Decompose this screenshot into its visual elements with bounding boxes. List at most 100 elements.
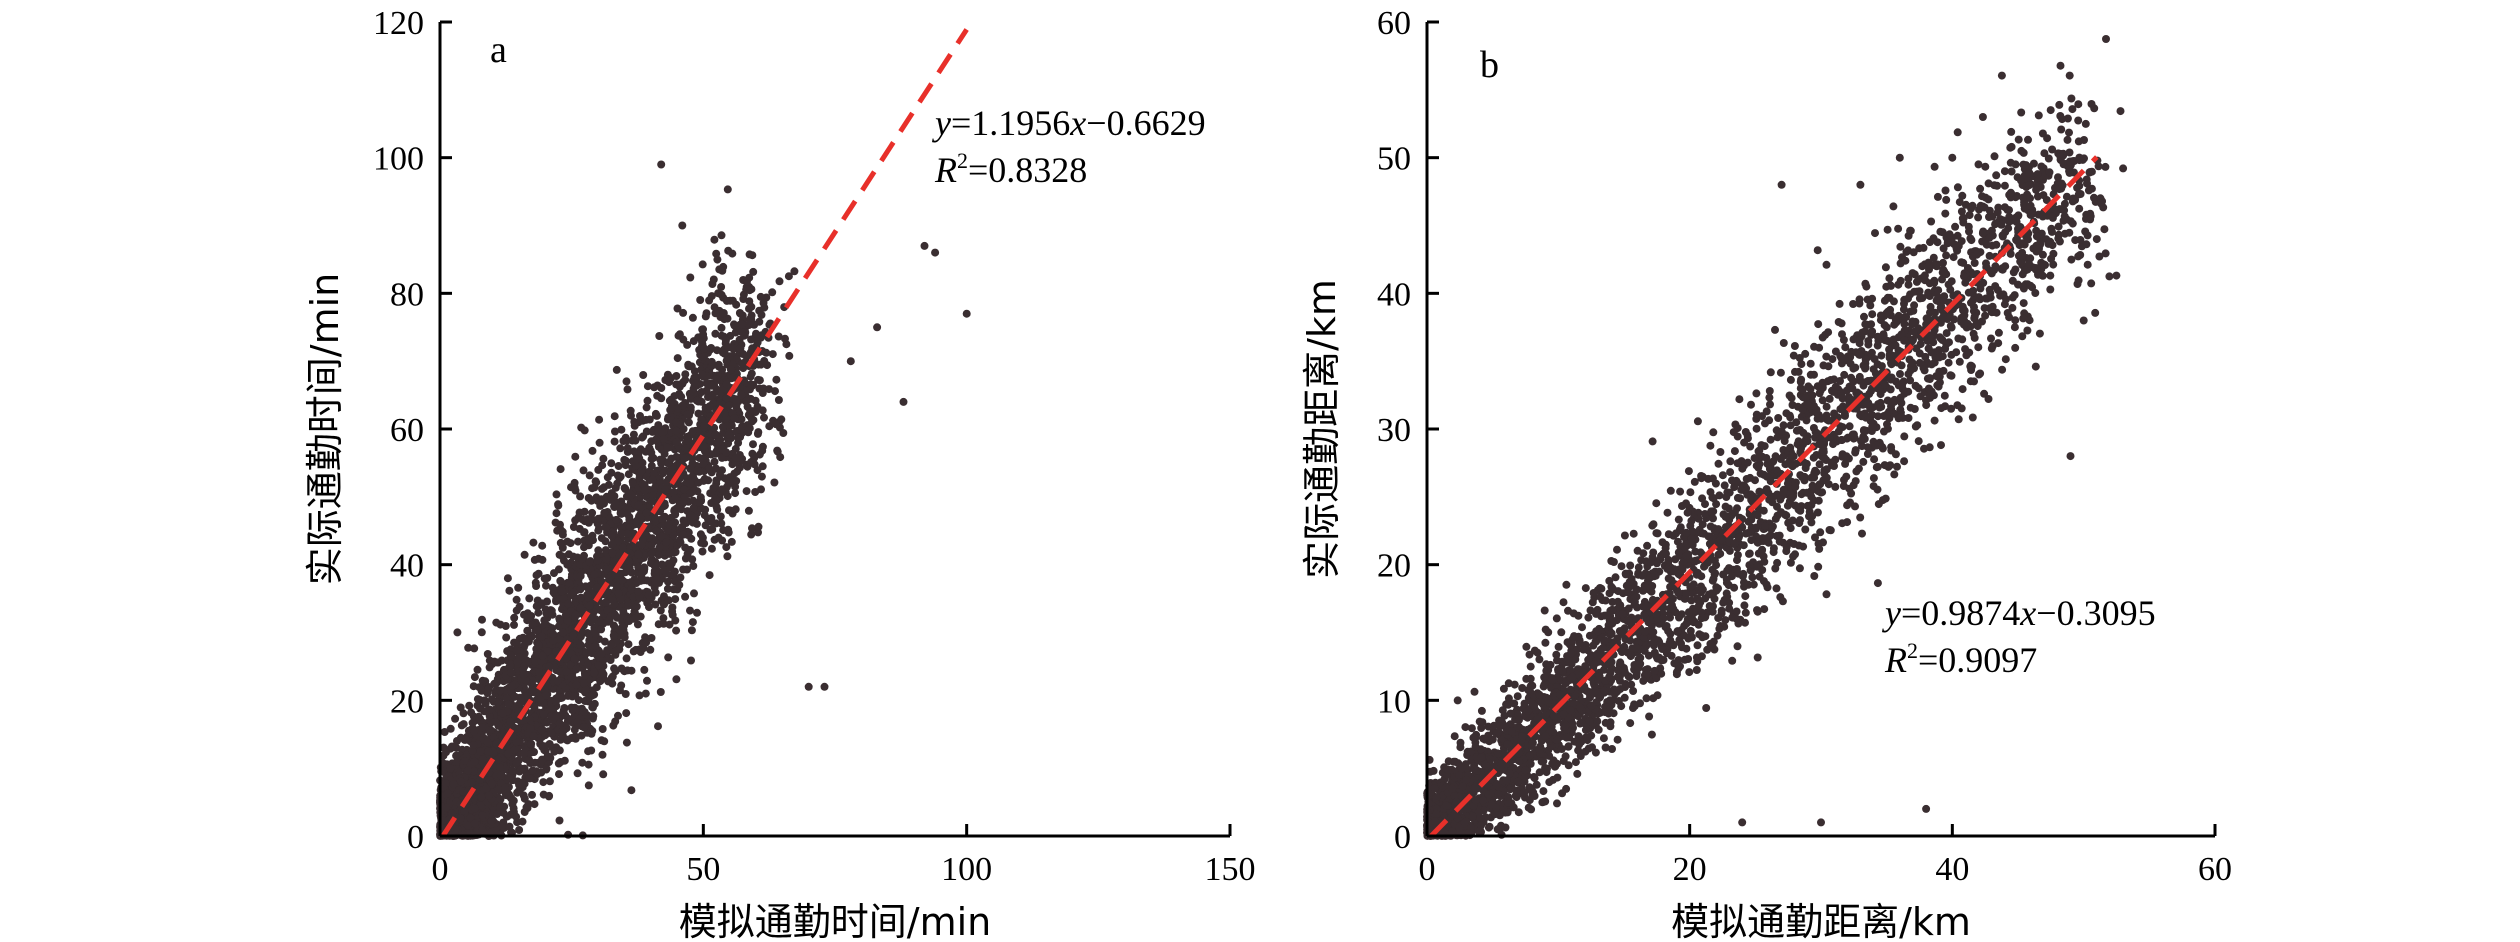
panel-a-point bbox=[637, 467, 646, 476]
panel-a-point bbox=[483, 650, 492, 658]
panel-a-point bbox=[661, 486, 669, 495]
panel-a-point bbox=[614, 462, 623, 470]
panel-a-outlier-point bbox=[873, 323, 882, 332]
panel-a-point bbox=[729, 344, 738, 353]
panel-a-point bbox=[478, 826, 487, 835]
panel-a-point bbox=[594, 661, 603, 670]
panel-a-point bbox=[728, 249, 737, 258]
panel-a-point bbox=[676, 573, 685, 582]
panel-a-point bbox=[632, 602, 641, 611]
panel-a-point bbox=[677, 392, 686, 401]
panel-a-y-tick-label: 40 bbox=[390, 548, 424, 585]
panel-a-point bbox=[607, 459, 616, 468]
panel-a-point bbox=[528, 766, 537, 775]
panel-a-point bbox=[726, 365, 735, 374]
panel-a-point bbox=[651, 600, 660, 609]
panel-a-point bbox=[723, 552, 732, 561]
panel-a-point bbox=[560, 704, 569, 713]
panel-a-point bbox=[537, 726, 546, 735]
panel-a-point bbox=[619, 607, 628, 616]
panel-a-point bbox=[722, 356, 731, 365]
panel-a-point bbox=[738, 359, 747, 368]
panel-a-point bbox=[496, 795, 505, 804]
panel-a-point bbox=[745, 286, 754, 295]
panel-b-point bbox=[2065, 128, 2073, 137]
panel-a-point bbox=[756, 292, 765, 301]
panel-a-point bbox=[690, 589, 698, 598]
panel-a-point bbox=[583, 591, 592, 600]
panel-a-point bbox=[456, 814, 465, 823]
panel-a-point bbox=[708, 280, 717, 288]
panel-a-point bbox=[563, 560, 572, 569]
panel-a-point bbox=[731, 453, 740, 462]
panel-a-point bbox=[707, 357, 716, 366]
panel-a-point bbox=[525, 594, 534, 603]
panel-a-point bbox=[570, 654, 579, 663]
panel-a-point bbox=[707, 517, 716, 526]
panel-a-point bbox=[515, 826, 524, 834]
panel-a-point bbox=[663, 584, 672, 593]
panel-a-point bbox=[596, 497, 605, 505]
panel-a-point bbox=[478, 615, 486, 624]
panel-a-point bbox=[652, 411, 661, 420]
panel-a-point bbox=[591, 641, 600, 650]
panel-a-point bbox=[618, 543, 627, 552]
panel-b-point bbox=[2046, 285, 2055, 294]
panel-b-point bbox=[1941, 186, 1950, 195]
panel-a-point bbox=[698, 325, 707, 334]
panel-a-point bbox=[579, 723, 588, 732]
panel-a-point bbox=[654, 722, 662, 731]
panel-a-point bbox=[664, 577, 672, 586]
panel-a-point bbox=[684, 418, 693, 427]
panel-b-point bbox=[2031, 289, 2040, 297]
panel-a-point bbox=[621, 456, 630, 465]
panel-a-point bbox=[774, 396, 783, 404]
panel-a-point bbox=[765, 385, 773, 394]
panel-a-point bbox=[712, 375, 721, 384]
panel-a-point bbox=[551, 518, 560, 527]
panel-a-point bbox=[643, 676, 651, 685]
panel-a-point bbox=[608, 596, 617, 605]
panel-a-point bbox=[694, 498, 703, 507]
panel-a-point bbox=[672, 426, 681, 435]
panel-a-point bbox=[757, 472, 766, 481]
panel-a-point bbox=[672, 675, 681, 684]
panel-a-point bbox=[749, 267, 758, 276]
panel-a-point bbox=[719, 262, 728, 271]
panel-a-point bbox=[712, 476, 721, 485]
panel-a-point bbox=[640, 665, 649, 674]
panel-a-point bbox=[568, 692, 577, 701]
panel-a-point bbox=[664, 376, 673, 385]
panel-a-point bbox=[669, 531, 678, 540]
panel-a-point bbox=[554, 759, 563, 768]
panel-a-point bbox=[679, 530, 688, 539]
panel-a-point bbox=[746, 372, 755, 381]
panel-a-point bbox=[573, 769, 582, 778]
panel-a-point bbox=[768, 350, 777, 359]
panel-a-point bbox=[528, 790, 536, 799]
panel-a-point bbox=[536, 695, 545, 704]
panel-a-point bbox=[664, 459, 673, 468]
panel-b-point bbox=[1718, 471, 1727, 480]
panel-a-point bbox=[571, 452, 580, 461]
panel-a-point bbox=[574, 537, 582, 546]
panel-a-point bbox=[590, 690, 599, 699]
panel-a-point bbox=[593, 556, 602, 565]
panel-a-point bbox=[461, 735, 470, 744]
panel-b-point bbox=[1741, 592, 1750, 601]
panel-a-point bbox=[654, 421, 663, 430]
panel-a-point bbox=[681, 370, 690, 379]
panel-a-x-tick-label: 50 bbox=[686, 851, 720, 888]
panel-a-point bbox=[519, 670, 528, 679]
panel-a-point bbox=[622, 738, 631, 747]
panel-a-point bbox=[664, 596, 673, 605]
panel-b-point bbox=[2083, 260, 2092, 269]
panel-a-point bbox=[742, 277, 751, 286]
panel-a-point bbox=[532, 582, 541, 590]
panel-a-point bbox=[662, 538, 671, 547]
panel-a-point bbox=[576, 603, 585, 612]
panel-a-point bbox=[722, 380, 731, 389]
panel-a-point bbox=[583, 661, 592, 669]
panel-a-point bbox=[555, 816, 564, 825]
panel-a-point bbox=[634, 550, 643, 559]
